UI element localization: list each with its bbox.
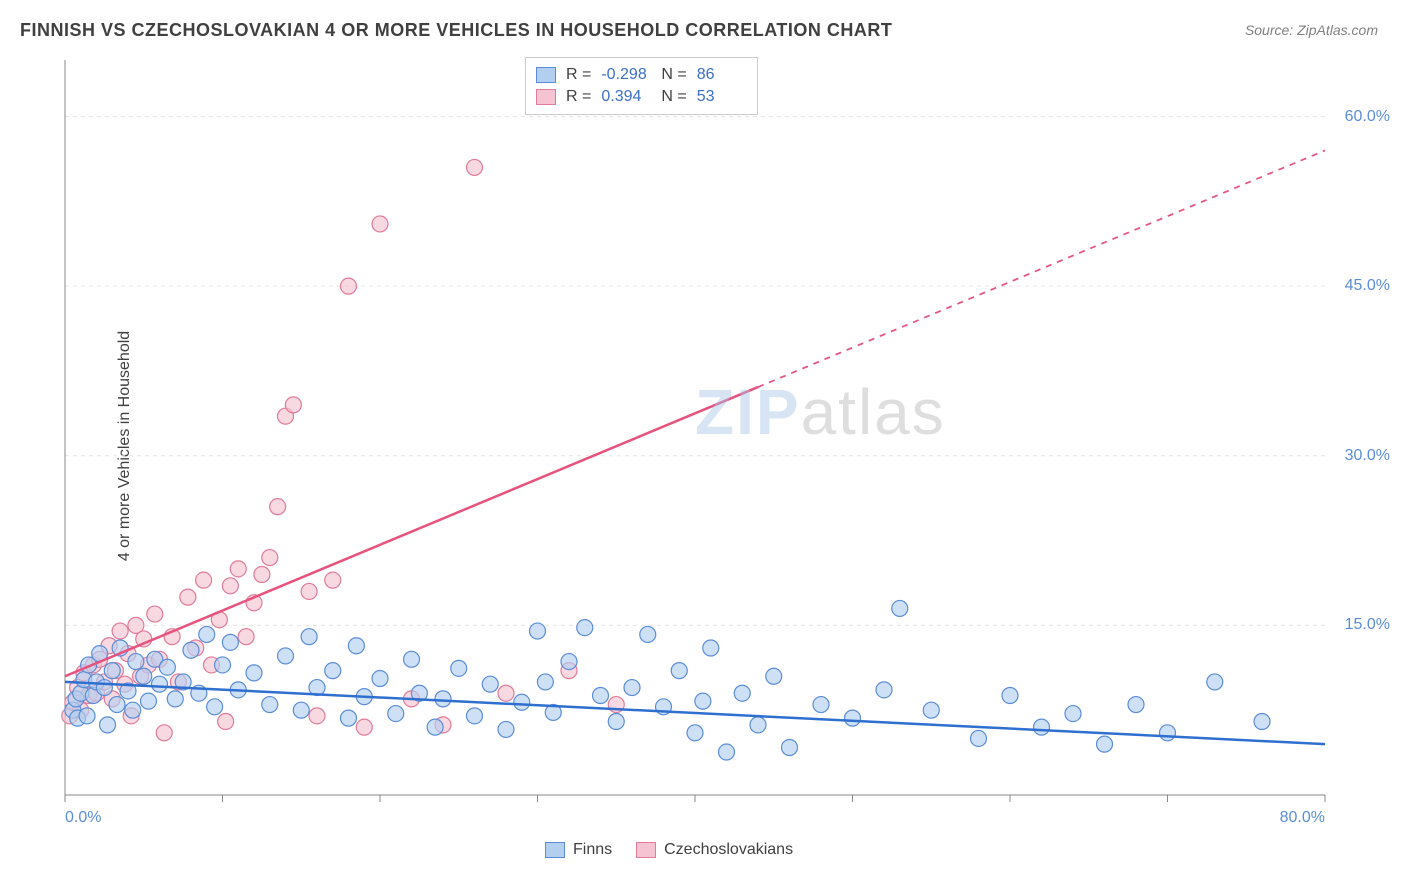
x-tick-label: 80.0% bbox=[1280, 809, 1325, 827]
y-tick-label: 60.0% bbox=[1345, 108, 1390, 126]
legend-swatch-finns bbox=[545, 842, 565, 858]
y-tick-label: 15.0% bbox=[1345, 616, 1390, 634]
swatch-finns bbox=[536, 67, 556, 83]
scatter-chart-svg bbox=[55, 55, 1395, 835]
legend-label-finns: Finns bbox=[573, 841, 612, 859]
source-attribution: Source: ZipAtlas.com bbox=[1245, 22, 1378, 38]
r-value-finns: -0.298 bbox=[601, 66, 651, 84]
stats-legend: R = -0.298 N = 86 R = 0.394 N = 53 bbox=[525, 57, 758, 115]
plot-area: ZIPatlas R = -0.298 N = 86 R = 0.394 N =… bbox=[55, 55, 1395, 835]
swatch-czechs bbox=[536, 89, 556, 105]
r-label: R = bbox=[566, 88, 591, 106]
chart-title: FINNISH VS CZECHOSLOVAKIAN 4 OR MORE VEH… bbox=[20, 20, 892, 41]
chart-container: FINNISH VS CZECHOSLOVAKIAN 4 OR MORE VEH… bbox=[0, 0, 1406, 892]
legend-swatch-czechs bbox=[636, 842, 656, 858]
n-label: N = bbox=[661, 88, 686, 106]
r-label: R = bbox=[566, 66, 591, 84]
stats-row-finns: R = -0.298 N = 86 bbox=[536, 64, 747, 86]
y-tick-label: 45.0% bbox=[1345, 277, 1390, 295]
legend-label-czechs: Czechoslovakians bbox=[664, 841, 793, 859]
legend-item-czechs: Czechoslovakians bbox=[636, 841, 793, 859]
n-label: N = bbox=[661, 66, 686, 84]
x-tick-label: 0.0% bbox=[65, 809, 101, 827]
series-legend: Finns Czechoslovakians bbox=[545, 841, 793, 859]
y-tick-label: 30.0% bbox=[1345, 447, 1390, 465]
r-value-czechs: 0.394 bbox=[601, 88, 651, 106]
n-value-finns: 86 bbox=[697, 66, 747, 84]
legend-item-finns: Finns bbox=[545, 841, 612, 859]
n-value-czechs: 53 bbox=[697, 88, 747, 106]
stats-row-czechs: R = 0.394 N = 53 bbox=[536, 86, 747, 108]
